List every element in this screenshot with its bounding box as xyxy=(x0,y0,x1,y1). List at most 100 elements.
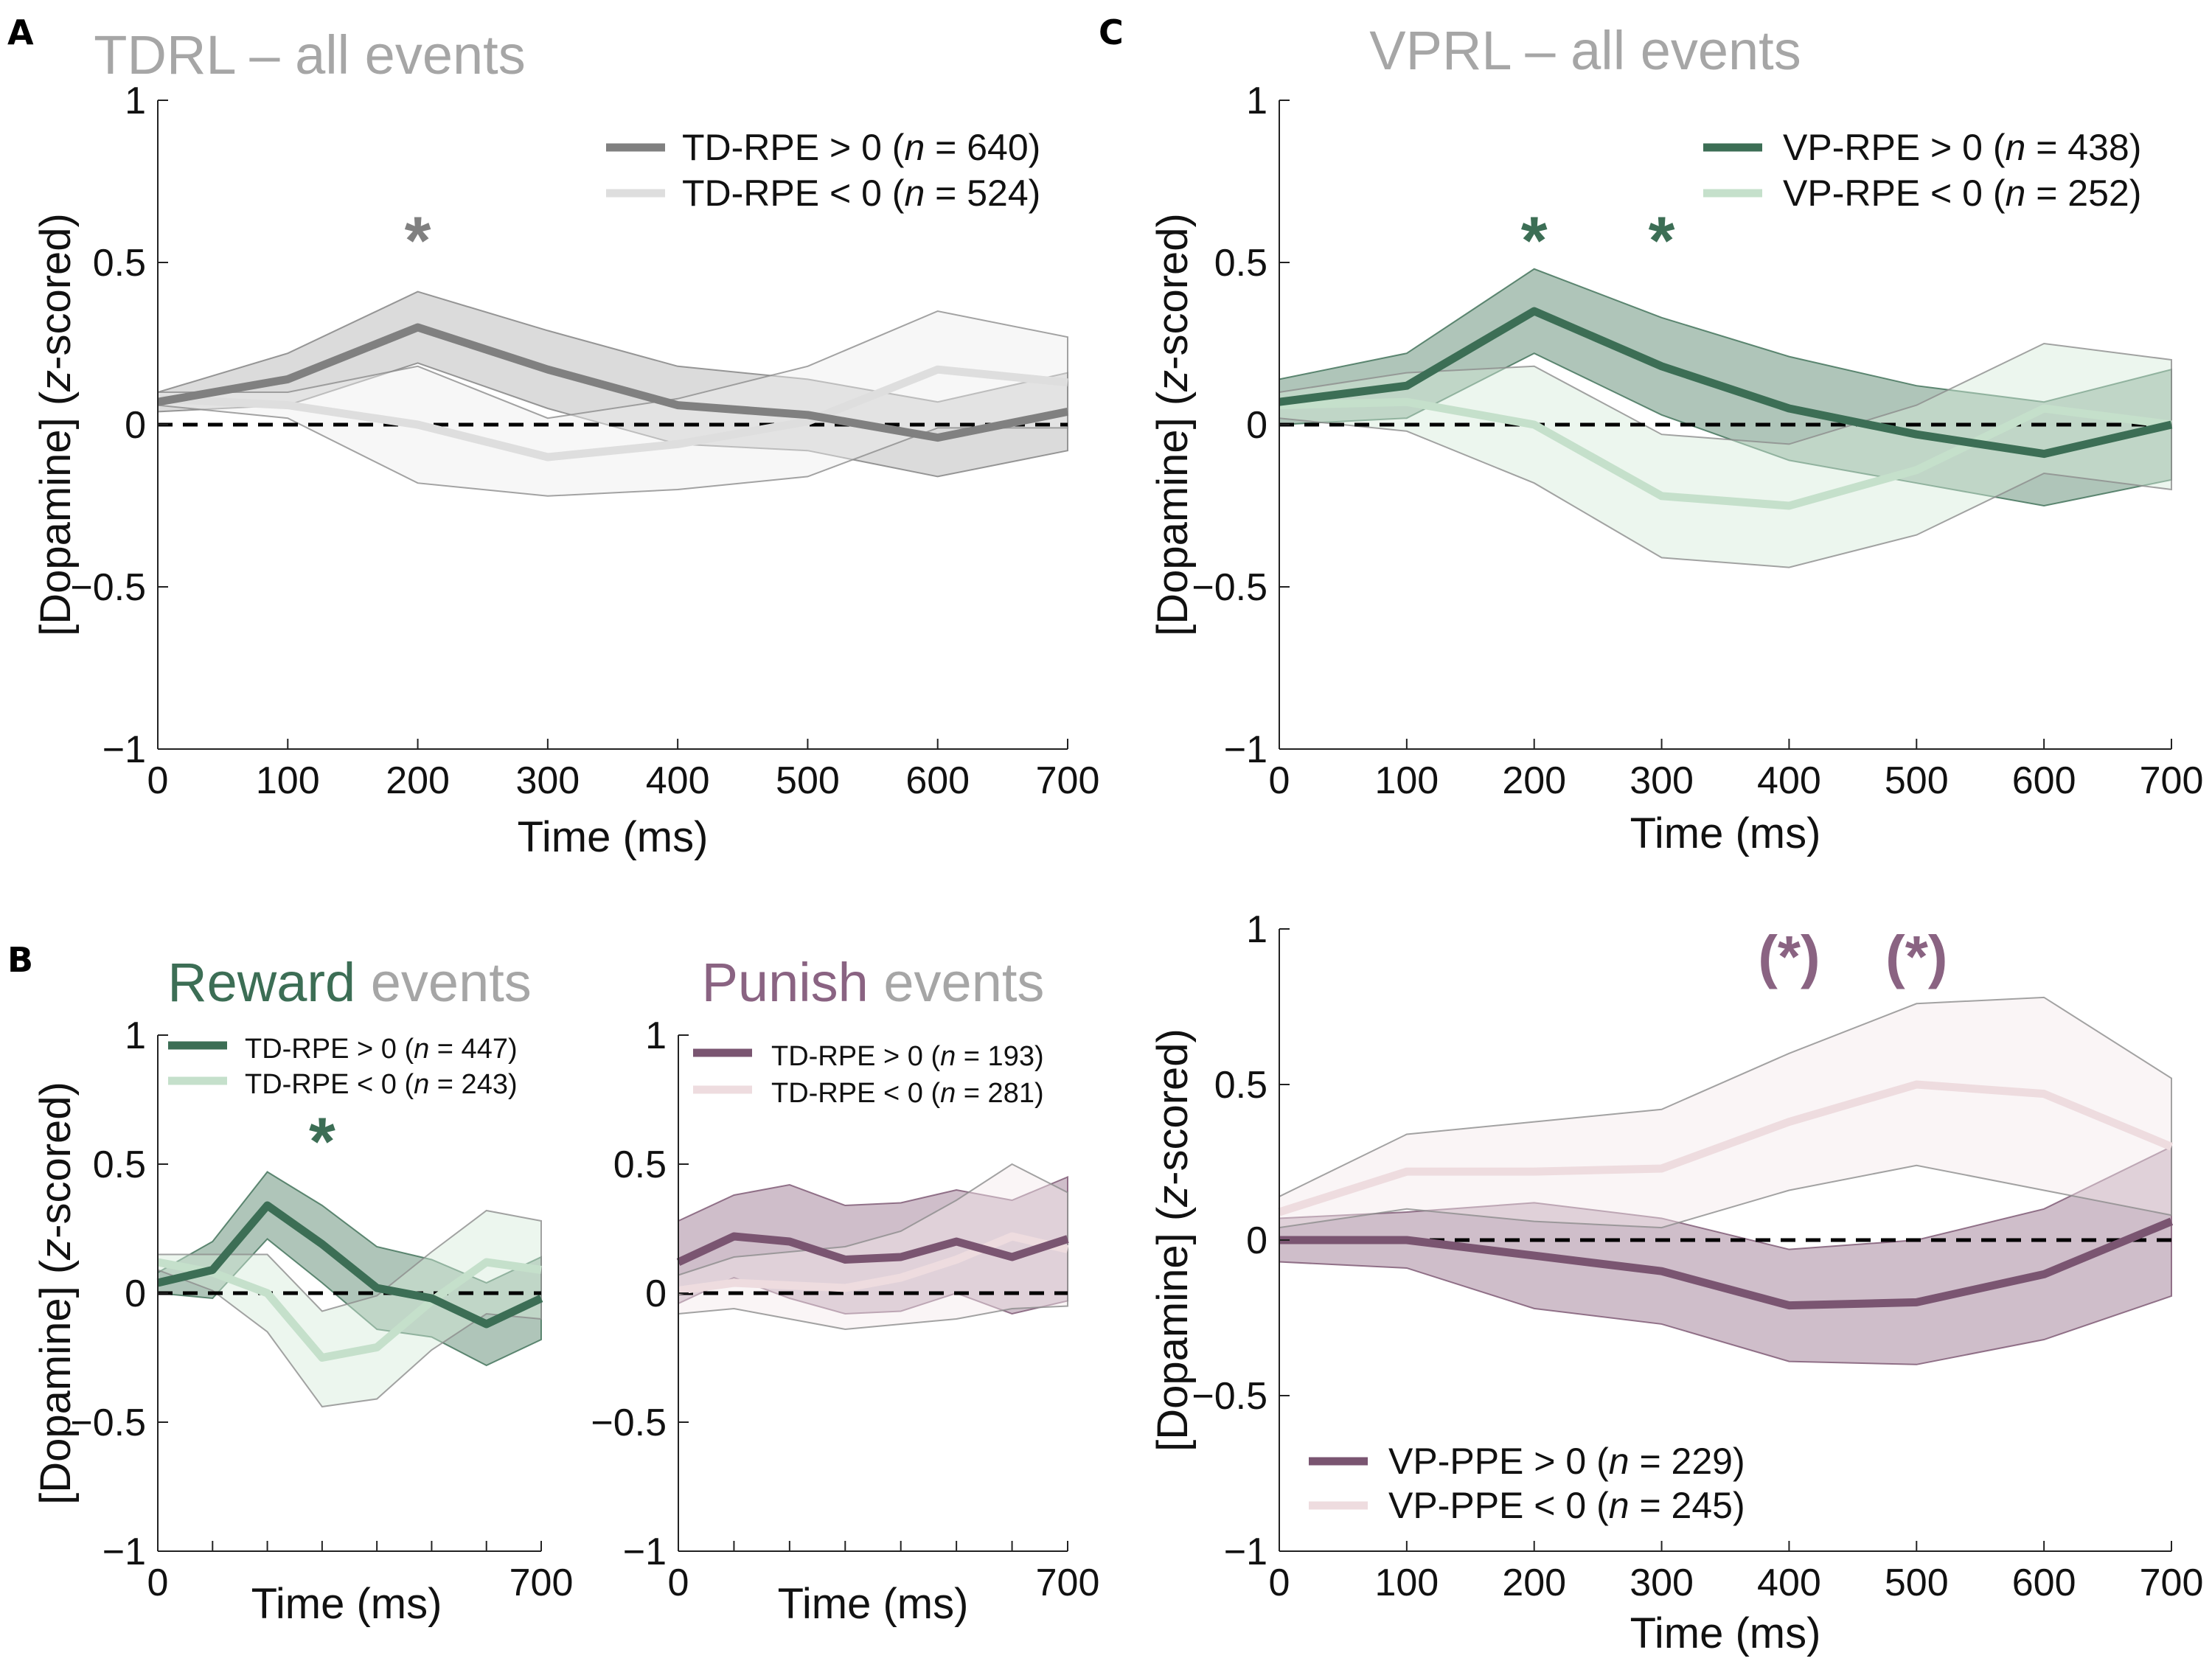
y-tick-label: 1 xyxy=(125,80,146,122)
panel-title: Punish events xyxy=(702,952,1045,1013)
x-tick-label: 0 xyxy=(1269,1562,1290,1604)
series-line xyxy=(676,1232,1069,1266)
series-line xyxy=(1279,397,2172,510)
x-tick-label: 0 xyxy=(668,1562,689,1604)
x-tick-label: 500 xyxy=(776,759,840,802)
y-tick-label: 1 xyxy=(645,1014,667,1057)
legend-entry: VP-PPE > 0 (n = 229) xyxy=(1388,1441,1745,1482)
significance-marker: (*) xyxy=(1758,924,1820,989)
legend-entry: VP-RPE < 0 (n = 252) xyxy=(1783,173,2141,214)
chart-a: A TDRL – all events 0 100 200 300 400 500 600 700… xyxy=(7,13,1099,861)
panel-title: VPRL – all events xyxy=(1369,20,1801,81)
significance-marker: (*) xyxy=(1885,924,1947,989)
ci-band xyxy=(1279,1145,2172,1365)
y-tick-label: −0.5 xyxy=(1192,566,1267,609)
legend-entry: VP-PPE < 0 (n = 245) xyxy=(1388,1485,1745,1526)
x-tick-label: 200 xyxy=(386,759,450,802)
y-tick-label: −1 xyxy=(623,1531,667,1573)
legend-entry: TD-RPE > 0 (n = 640) xyxy=(682,127,1040,168)
x-tick-label: 300 xyxy=(515,759,580,802)
x-tick-label: 600 xyxy=(2012,1562,2076,1604)
x-tick-label: 100 xyxy=(1374,1562,1439,1604)
panel-letter: A xyxy=(7,13,34,52)
y-tick-label: 0 xyxy=(1246,1219,1267,1262)
panel-letter: C xyxy=(1099,13,1124,52)
x-tick-label: 0 xyxy=(1269,759,1290,802)
y-tick-label: 1 xyxy=(1246,908,1267,951)
legend-entry: TD-RPE < 0 (n = 281) xyxy=(771,1078,1044,1109)
panel-title: TDRL – all events xyxy=(94,24,525,86)
legend-entry: TD-RPE < 0 (n = 524) xyxy=(682,173,1040,214)
x-tick-label: 300 xyxy=(1630,759,1694,802)
legend-entry: TD-RPE < 0 (n = 243) xyxy=(245,1069,518,1100)
y-tick-label: −1 xyxy=(102,1531,146,1573)
x-tick-label: 500 xyxy=(1885,759,1949,802)
chart-c-bottom: 0 100 200 300 400 500 600 700 −1 −0.5 0 0.5 1 Time (m… xyxy=(1149,908,2203,1657)
y-axis-label: [Dopamine] (z-scored) xyxy=(1149,1028,1197,1452)
series-line xyxy=(156,1258,542,1362)
ci-band xyxy=(1279,996,2172,1229)
y-tick-label: 1 xyxy=(125,1014,146,1057)
x-tick-label: 200 xyxy=(1502,759,1566,802)
x-tick-label: 400 xyxy=(1757,1562,1821,1604)
x-tick-label: 200 xyxy=(1502,1562,1566,1604)
x-tick-label: 700 xyxy=(1036,1562,1100,1604)
series-line xyxy=(156,1201,543,1329)
chart-b-punish: Punish events 0 700 −1 −0.5 0 0.5 1 Time (ms) TD-… xyxy=(591,952,1099,1628)
ci-band xyxy=(1279,342,2172,568)
y-tick-label: 1 xyxy=(1246,80,1267,122)
series-line xyxy=(678,1232,1069,1295)
x-axis-label: Time (ms) xyxy=(518,813,709,861)
series-line xyxy=(1278,1080,2174,1216)
y-axis-label: [Dopamine] (z-scored) xyxy=(32,1082,80,1505)
y-tick-label: 0 xyxy=(645,1273,667,1315)
x-tick-label: 400 xyxy=(1757,759,1821,802)
x-tick-label: 0 xyxy=(147,759,169,802)
series-line xyxy=(157,365,1068,462)
chart-b-reward: B Reward events 0 700 −1 −0.5 0 0.5 1 Time (ms) [D… xyxy=(7,940,573,1628)
y-tick-label: 0.5 xyxy=(93,1143,146,1186)
x-axis-label: Time (ms) xyxy=(778,1580,969,1628)
x-tick-label: 500 xyxy=(1885,1562,1949,1604)
y-tick-label: 0 xyxy=(125,404,146,447)
x-tick-label: 700 xyxy=(1036,759,1100,802)
x-tick-label: 600 xyxy=(905,759,970,802)
legend-entry: TD-RPE > 0 (n = 193) xyxy=(771,1041,1044,1072)
y-tick-label: −1 xyxy=(1224,1531,1267,1573)
y-tick-label: −1 xyxy=(1224,728,1267,771)
significance-marker: * xyxy=(405,203,431,279)
x-tick-label: 100 xyxy=(256,759,320,802)
y-tick-label: −0.5 xyxy=(1192,1375,1267,1418)
x-tick-label: 100 xyxy=(1374,759,1439,802)
significance-marker: * xyxy=(309,1104,335,1180)
significance-marker: * xyxy=(1649,203,1675,279)
x-tick-label: 700 xyxy=(2140,759,2204,802)
x-tick-label: 700 xyxy=(2140,1562,2204,1604)
y-tick-label: 0.5 xyxy=(93,242,146,285)
y-tick-label: −0.5 xyxy=(70,566,146,609)
y-axis-label: [Dopamine] (z-scored) xyxy=(32,213,80,636)
y-tick-label: 0.5 xyxy=(1214,242,1267,285)
x-tick-label: 700 xyxy=(509,1562,574,1604)
y-tick-label: −0.5 xyxy=(70,1402,146,1444)
y-axis-label: [Dopamine] (z-scored) xyxy=(1149,213,1197,636)
panel-title: Reward events xyxy=(167,952,532,1013)
panel-letter: B xyxy=(7,940,33,980)
y-tick-label: 0 xyxy=(1246,404,1267,447)
series-line xyxy=(1279,307,2173,459)
y-tick-label: −0.5 xyxy=(591,1402,667,1444)
chart-c-top: C VPRL – all events 0 100 200 300 400 500 600 700… xyxy=(1099,13,2203,857)
x-tick-label: 400 xyxy=(646,759,710,802)
ci-band xyxy=(157,310,1068,497)
legend-entry: VP-RPE > 0 (n = 438) xyxy=(1783,127,2141,168)
x-axis-label: Time (ms) xyxy=(1630,810,1821,857)
series-line xyxy=(157,323,1069,442)
y-tick-label: 0 xyxy=(125,1273,146,1315)
x-tick-label: 300 xyxy=(1630,1562,1694,1604)
x-tick-label: 600 xyxy=(2012,759,2076,802)
ci-band xyxy=(157,1209,542,1408)
y-tick-label: 0.5 xyxy=(1214,1064,1267,1107)
x-axis-label: Time (ms) xyxy=(1630,1609,1821,1657)
y-tick-label: −1 xyxy=(102,728,146,771)
